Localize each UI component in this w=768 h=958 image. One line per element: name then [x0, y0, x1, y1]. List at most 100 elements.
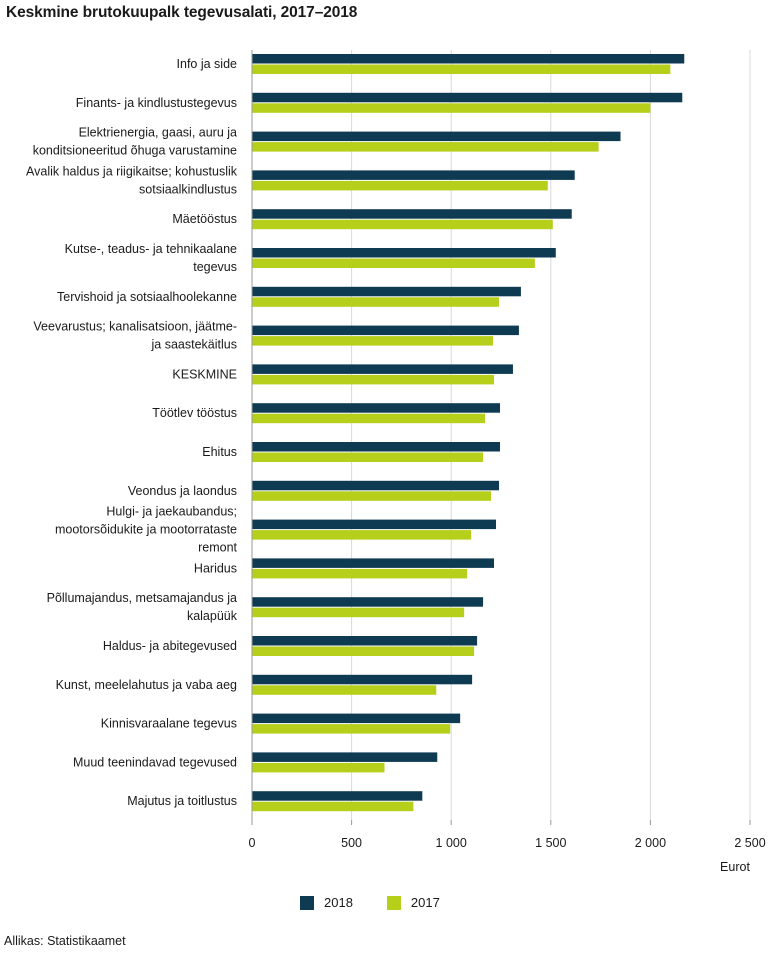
bar-2017 — [252, 413, 486, 424]
category-label-line: Haridus — [194, 561, 237, 575]
category-label: Majutus ja toitlustus — [127, 794, 237, 808]
bar-2017 — [252, 103, 651, 113]
category-label-line: Kinnisvaraalane tegevus — [101, 717, 237, 731]
category-label-line: Majutus ja toitlustus — [127, 794, 237, 808]
category-label-line: KESKMINE — [172, 367, 237, 381]
bar-2017 — [252, 568, 468, 579]
category-label: Avalik haldus ja riigikaitse; kohustusli… — [26, 164, 238, 196]
source-note: Allikas: Statistikaamet — [4, 934, 126, 948]
bar-2018 — [252, 442, 501, 452]
category-label: Veevarustus; kanalisatsioon, jäätme-ja s… — [33, 320, 237, 352]
bar-2017 — [252, 142, 599, 152]
category-label: Kutse-, teadus- ja tehnikaalane tegevus — [65, 242, 237, 274]
category-label-line: Kunst, meelelahutus ja vaba aeg — [56, 678, 237, 692]
category-label-line: mootorsõidukite ja mootorrataste — [55, 523, 237, 537]
bar-2017 — [252, 64, 671, 74]
category-label: Veondus ja laondus — [128, 484, 237, 498]
bar-2017 — [252, 685, 437, 695]
category-label: Haridus — [194, 561, 237, 575]
category-label-line: Hulgi- ja jaekaubandus; — [106, 505, 237, 519]
category-label-line: Mäetööstus — [172, 212, 237, 226]
category-label: Hulgi- ja jaekaubandus; mootorsõidukite j… — [55, 505, 238, 555]
bar-2018 — [252, 92, 683, 103]
category-label-line: remont — [198, 541, 237, 555]
category-label: Finants- ja kindlustustegevus — [76, 96, 237, 110]
bar-2018 — [252, 636, 478, 646]
category-label: Haldus- ja abitegevused — [103, 639, 237, 653]
category-label: Muud teenindavad tegevused — [73, 755, 237, 769]
bar-2018 — [252, 325, 519, 336]
category-label-line: ja saastekäitlus — [151, 338, 237, 352]
legend-label-2018: 2018 — [324, 895, 353, 910]
category-label-line: tegevus — [193, 260, 237, 274]
bar-2017 — [252, 336, 494, 346]
category-label-line: Elektrienergia, gaasi, auru ja — [79, 126, 237, 140]
category-label-line: Töötlev tööstus — [152, 406, 237, 420]
category-label-line: Veevarustus; kanalisatsioon, jäätme- — [33, 320, 237, 334]
bar-2017 — [252, 297, 500, 307]
bar-2017 — [252, 374, 495, 385]
category-label-line: Veondus ja laondus — [128, 484, 237, 498]
x-axis-label: Eurot — [720, 860, 750, 874]
bar-2017 — [252, 180, 548, 191]
category-label-line: Kutse-, teadus- ja tehnikaalane — [65, 242, 237, 256]
bar-2018 — [252, 713, 461, 724]
category-label: Kunst, meelelahutus ja vaba aeg — [56, 678, 237, 692]
bar-2018 — [252, 286, 521, 297]
legend-item-2018: 2018 — [300, 895, 353, 910]
legend-swatch-2018 — [300, 895, 314, 910]
bar-2017 — [252, 258, 535, 268]
category-label: Elektrienergia, gaasi, auru ja konditsion… — [33, 126, 237, 158]
bar-2017 — [252, 491, 492, 501]
category-label-line: Info ja side — [177, 57, 238, 71]
bar-2018 — [252, 54, 685, 64]
bar-2017 — [252, 452, 484, 462]
category-label: Mäetööstus — [172, 212, 237, 226]
x-tick-label: 1 000 — [436, 836, 467, 850]
bar-2017 — [252, 530, 472, 540]
category-label-line: Avalik haldus ja riigikaitse; kohustusli… — [26, 164, 238, 178]
bar-2018 — [252, 791, 423, 801]
x-axis: 0 500 1 000 1 500 2 000 2 500 — [249, 50, 766, 850]
bar-2018 — [252, 248, 556, 258]
category-label: Ehitus — [202, 445, 237, 459]
legend-item-2017: 2017 — [386, 895, 440, 910]
category-labels: Info ja side Finants- ja kindlustustegevu… — [26, 57, 238, 808]
bar-2018 — [252, 209, 572, 219]
category-label: Kinnisvaraalane tegevus — [101, 717, 237, 731]
bar-2017 — [252, 801, 414, 812]
category-label: Põllumajandus, metsamajandus ja kalapüük — [47, 591, 238, 623]
category-label-line: Muud teenindavad tegevused — [73, 755, 237, 769]
category-label-line: Ehitus — [202, 445, 237, 459]
category-label-line: Finants- ja kindlustustegevus — [76, 96, 237, 110]
gridlines — [251, 50, 751, 820]
legend-label-2017: 2017 — [410, 895, 440, 910]
x-tick-label: 0 — [249, 836, 256, 850]
bar-2017 — [252, 724, 451, 734]
x-tick-label: 2 500 — [734, 836, 765, 850]
bar-2018 — [252, 480, 500, 491]
category-label: KESKMINE — [172, 367, 237, 381]
legend-swatch-2017 — [386, 895, 401, 910]
x-tick-label: 1 500 — [535, 836, 566, 850]
category-label-line: Tervishoid ja sotsiaalhoolekanne — [57, 290, 237, 304]
category-label-line: kalapüük — [187, 609, 238, 623]
bar-2018 — [252, 364, 513, 374]
category-label-line: konditsioneeritud õhuga varustamine — [33, 144, 237, 158]
legend: 2018 2017 — [300, 895, 440, 910]
bar-2017 — [252, 646, 475, 656]
category-label: Töötlev tööstus — [152, 406, 237, 420]
bar-2018 — [252, 170, 575, 180]
bar-2018 — [252, 519, 497, 530]
bar-2018 — [252, 752, 438, 762]
category-label: Info ja side — [177, 57, 238, 71]
bar-2017 — [252, 219, 553, 230]
category-label-line: Põllumajandus, metsamajandus ja — [47, 591, 237, 605]
bar-2018 — [252, 403, 501, 413]
x-tick-label: 500 — [341, 836, 362, 850]
category-label-line: Haldus- ja abitegevused — [103, 639, 237, 653]
bars — [252, 54, 685, 812]
bar-2018 — [252, 597, 484, 607]
bar-2018 — [252, 558, 495, 568]
